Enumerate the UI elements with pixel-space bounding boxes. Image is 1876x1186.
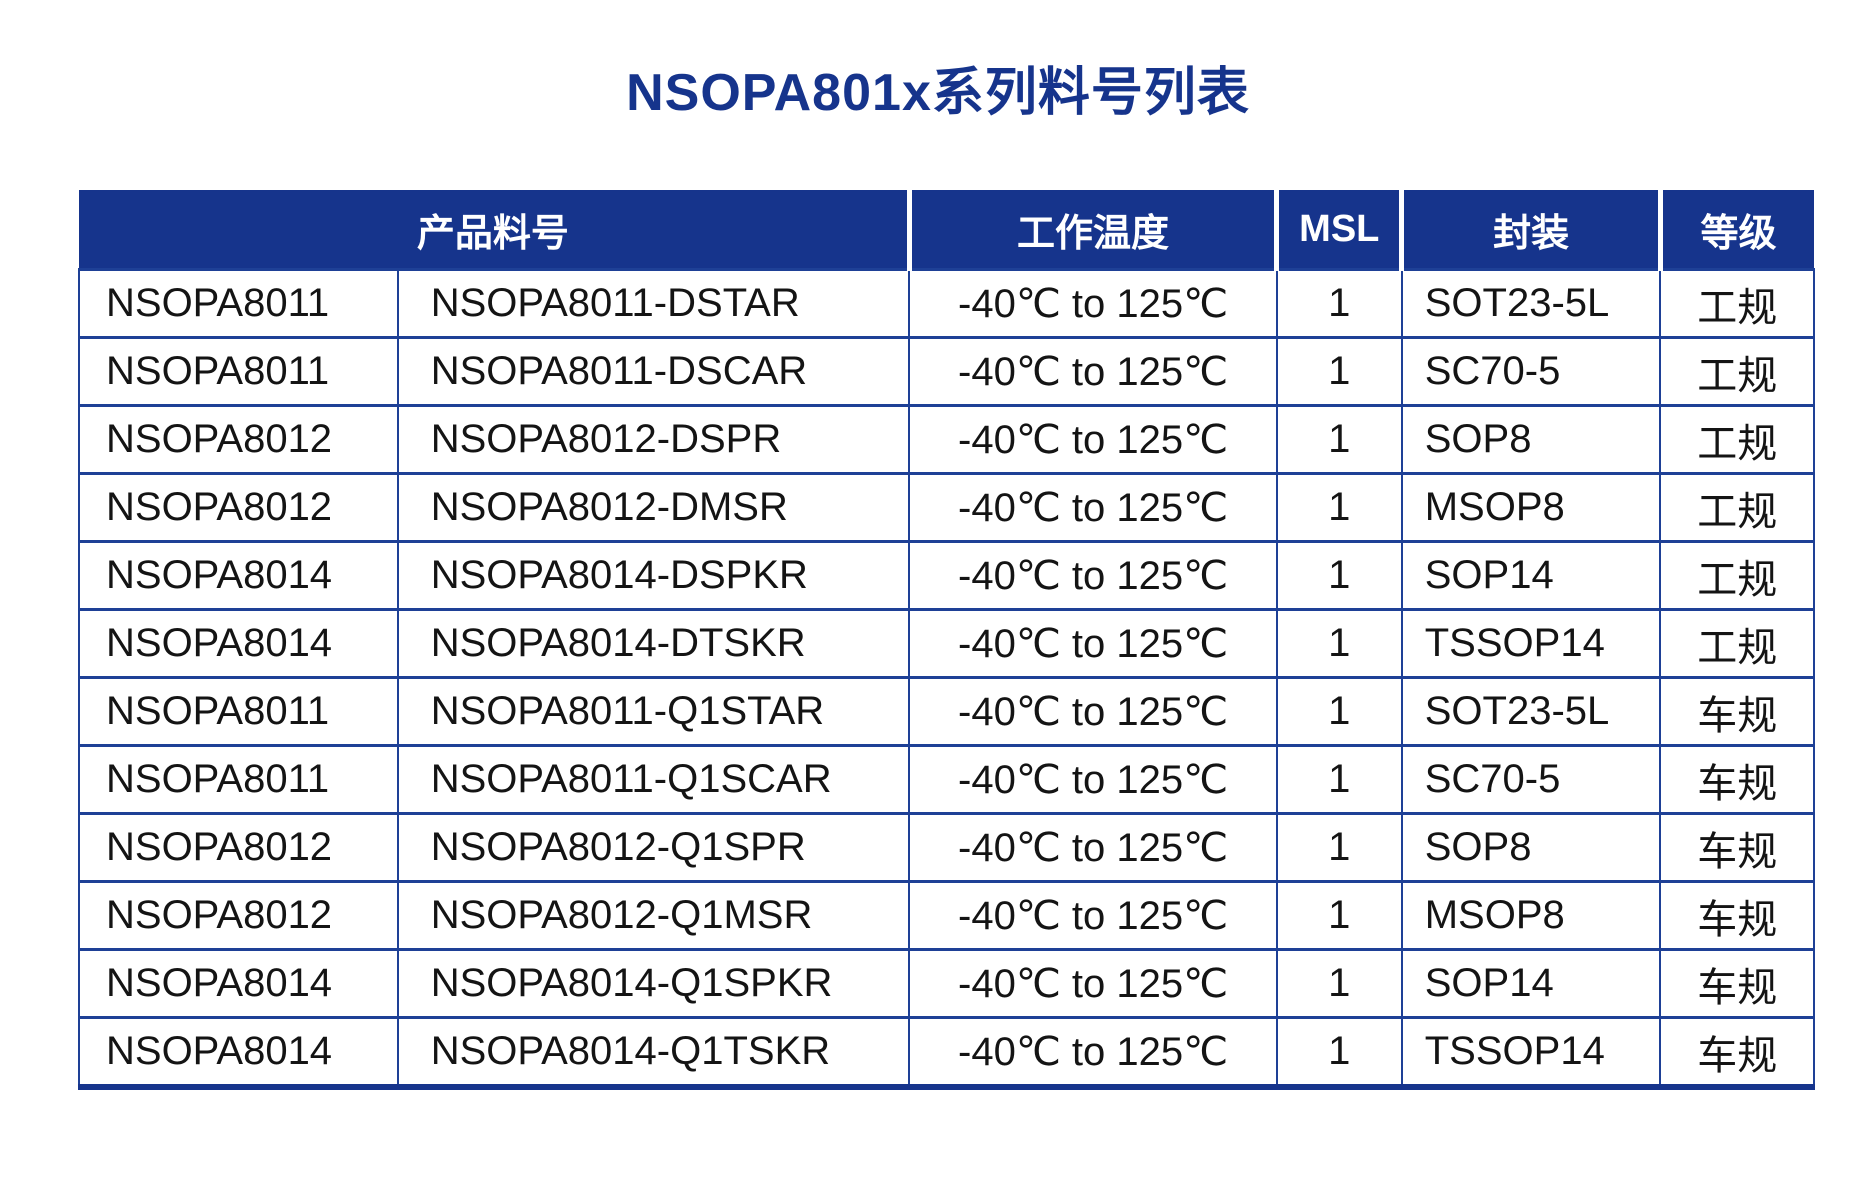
cell-operating-temperature: -40℃ to 125℃ (908, 268, 1278, 339)
part-number-table: 产品料号 工作温度 MSL 封装 等级 NSOPA8011 NSOPA8011-DSTAR… (78, 190, 1815, 1090)
cell-operating-temperature: -40℃ to 125℃ (908, 404, 1278, 475)
cell-order-part-number: NSOPA8011-Q1STAR (396, 676, 911, 747)
cell-msl: 1 (1275, 1016, 1403, 1090)
cell-order-part-number: NSOPA8014-DSPKR (396, 540, 911, 611)
cell-package: SOP14 (1400, 948, 1662, 1019)
cell-operating-temperature: -40℃ to 125℃ (908, 540, 1278, 611)
table-row: NSOPA8012 NSOPA8012-DSPR -40℃ to 125℃ 1 SOP8… (78, 404, 1815, 475)
cell-operating-temperature: -40℃ to 125℃ (908, 744, 1278, 815)
table-row: NSOPA8014 NSOPA8014-Q1SPKR -40℃ to 125℃ 1 SO… (78, 948, 1815, 1019)
cell-operating-temperature: -40℃ to 125℃ (908, 812, 1278, 883)
cell-package: SC70-5 (1400, 336, 1662, 407)
header-msl: MSL (1274, 190, 1402, 270)
table-header: 产品料号 工作温度 MSL 封装 等级 (79, 190, 1814, 270)
cell-product-family: NSOPA8012 (78, 880, 399, 951)
cell-order-part-number: NSOPA8014-Q1SPKR (396, 948, 911, 1019)
cell-msl: 1 (1275, 676, 1403, 747)
cell-order-part-number: NSOPA8012-Q1SPR (396, 812, 911, 883)
cell-msl: 1 (1275, 540, 1403, 611)
table-row: NSOPA8014 NSOPA8014-Q1TSKR -40℃ to 125℃ 1 TS… (78, 1016, 1815, 1090)
cell-msl: 1 (1275, 948, 1403, 1019)
cell-grade: 工规 (1659, 268, 1815, 339)
cell-msl: 1 (1275, 880, 1403, 951)
cell-product-family: NSOPA8011 (78, 268, 399, 339)
header-operating-temperature: 工作温度 (906, 190, 1277, 270)
cell-order-part-number: NSOPA8011-DSTAR (396, 268, 911, 339)
page-title: NSOPA801x系列料号列表 (626, 64, 1250, 122)
cell-grade: 工规 (1659, 472, 1815, 543)
cell-grade: 车规 (1659, 1016, 1815, 1090)
table-row: NSOPA8011 NSOPA8011-Q1SCAR -40℃ to 125℃ 1 SC… (78, 744, 1815, 815)
cell-package: SOT23-5L (1400, 268, 1662, 339)
table-row: NSOPA8011 NSOPA8011-DSCAR -40℃ to 125℃ 1 SC7… (78, 336, 1815, 407)
header-package: 封装 (1399, 190, 1661, 270)
cell-grade: 工规 (1659, 540, 1815, 611)
cell-msl: 1 (1275, 336, 1403, 407)
cell-msl: 1 (1275, 744, 1403, 815)
cell-operating-temperature: -40℃ to 125℃ (908, 336, 1278, 407)
table-row: NSOPA8011 NSOPA8011-DSTAR -40℃ to 125℃ 1 SOT… (78, 268, 1815, 339)
cell-operating-temperature: -40℃ to 125℃ (908, 608, 1278, 679)
cell-grade: 车规 (1659, 948, 1815, 1019)
cell-operating-temperature: -40℃ to 125℃ (908, 1016, 1278, 1090)
cell-grade: 工规 (1659, 404, 1815, 475)
cell-product-family: NSOPA8012 (78, 812, 399, 883)
header-product-part-number: 产品料号 (79, 190, 910, 270)
cell-grade: 工规 (1659, 336, 1815, 407)
cell-product-family: NSOPA8014 (78, 608, 399, 679)
cell-package: SOT23-5L (1400, 676, 1662, 747)
cell-package: MSOP8 (1400, 472, 1662, 543)
cell-msl: 1 (1275, 404, 1403, 475)
cell-msl: 1 (1275, 608, 1403, 679)
cell-product-family: NSOPA8014 (78, 1016, 399, 1090)
cell-msl: 1 (1275, 472, 1403, 543)
cell-product-family: NSOPA8012 (78, 472, 399, 543)
cell-order-part-number: NSOPA8012-Q1MSR (396, 880, 911, 951)
cell-grade: 车规 (1659, 676, 1815, 747)
table-row: NSOPA8014 NSOPA8014-DSPKR -40℃ to 125℃ 1 SOP… (78, 540, 1815, 611)
table-row: NSOPA8014 NSOPA8014-DTSKR -40℃ to 125℃ 1 TSS… (78, 608, 1815, 679)
table-row: NSOPA8011 NSOPA8011-Q1STAR -40℃ to 125℃ 1 SO… (78, 676, 1815, 747)
cell-operating-temperature: -40℃ to 125℃ (908, 948, 1278, 1019)
cell-operating-temperature: -40℃ to 125℃ (908, 472, 1278, 543)
table-row: NSOPA8012 NSOPA8012-Q1SPR -40℃ to 125℃ 1 SOP… (78, 812, 1815, 883)
cell-order-part-number: NSOPA8012-DMSR (396, 472, 911, 543)
cell-product-family: NSOPA8011 (78, 336, 399, 407)
cell-grade: 车规 (1659, 880, 1815, 951)
cell-operating-temperature: -40℃ to 125℃ (908, 676, 1278, 747)
cell-package: SOP8 (1400, 812, 1662, 883)
cell-operating-temperature: -40℃ to 125℃ (908, 880, 1278, 951)
cell-package: SC70-5 (1400, 744, 1662, 815)
cell-grade: 车规 (1659, 744, 1815, 815)
cell-product-family: NSOPA8014 (78, 948, 399, 1019)
table-body: NSOPA8011 NSOPA8011-DSTAR -40℃ to 125℃ 1 SOT… (78, 268, 1815, 1090)
table-header-row: 产品料号 工作温度 MSL 封装 等级 (79, 190, 1814, 270)
cell-order-part-number: NSOPA8014-DTSKR (396, 608, 911, 679)
cell-package: TSSOP14 (1400, 1016, 1662, 1090)
cell-product-family: NSOPA8012 (78, 404, 399, 475)
cell-package: TSSOP14 (1400, 608, 1662, 679)
cell-package: MSOP8 (1400, 880, 1662, 951)
cell-grade: 车规 (1659, 812, 1815, 883)
cell-package: SOP14 (1400, 540, 1662, 611)
cell-order-part-number: NSOPA8011-DSCAR (396, 336, 911, 407)
cell-product-family: NSOPA8011 (78, 744, 399, 815)
cell-order-part-number: NSOPA8014-Q1TSKR (396, 1016, 911, 1090)
header-grade: 等级 (1657, 190, 1814, 270)
cell-order-part-number: NSOPA8011-Q1SCAR (396, 744, 911, 815)
cell-product-family: NSOPA8011 (78, 676, 399, 747)
table-row: NSOPA8012 NSOPA8012-Q1MSR -40℃ to 125℃ 1 MSO… (78, 880, 1815, 951)
cell-package: SOP8 (1400, 404, 1662, 475)
cell-grade: 工规 (1659, 608, 1815, 679)
cell-msl: 1 (1275, 812, 1403, 883)
cell-product-family: NSOPA8014 (78, 540, 399, 611)
cell-order-part-number: NSOPA8012-DSPR (396, 404, 911, 475)
cell-msl: 1 (1275, 268, 1403, 339)
table-row: NSOPA8012 NSOPA8012-DMSR -40℃ to 125℃ 1 MSOP… (78, 472, 1815, 543)
